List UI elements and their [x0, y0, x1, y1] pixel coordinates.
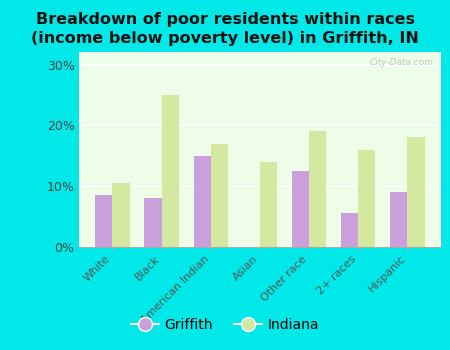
Bar: [112, 183, 130, 247]
Bar: [211, 144, 228, 247]
Bar: [162, 95, 179, 247]
Text: City-Data.com: City-Data.com: [370, 58, 434, 67]
Bar: [407, 138, 424, 247]
Text: Breakdown of poor residents within races
(income below poverty level) in Griffit: Breakdown of poor residents within races…: [31, 12, 419, 46]
Bar: [309, 131, 326, 247]
Bar: [358, 149, 375, 247]
Bar: [292, 171, 309, 247]
Bar: [194, 156, 211, 247]
Bar: [95, 195, 112, 247]
Legend: Griffith, Indiana: Griffith, Indiana: [126, 313, 324, 338]
Bar: [341, 214, 358, 247]
Bar: [260, 162, 277, 247]
Bar: [390, 192, 407, 247]
Bar: [144, 198, 162, 247]
